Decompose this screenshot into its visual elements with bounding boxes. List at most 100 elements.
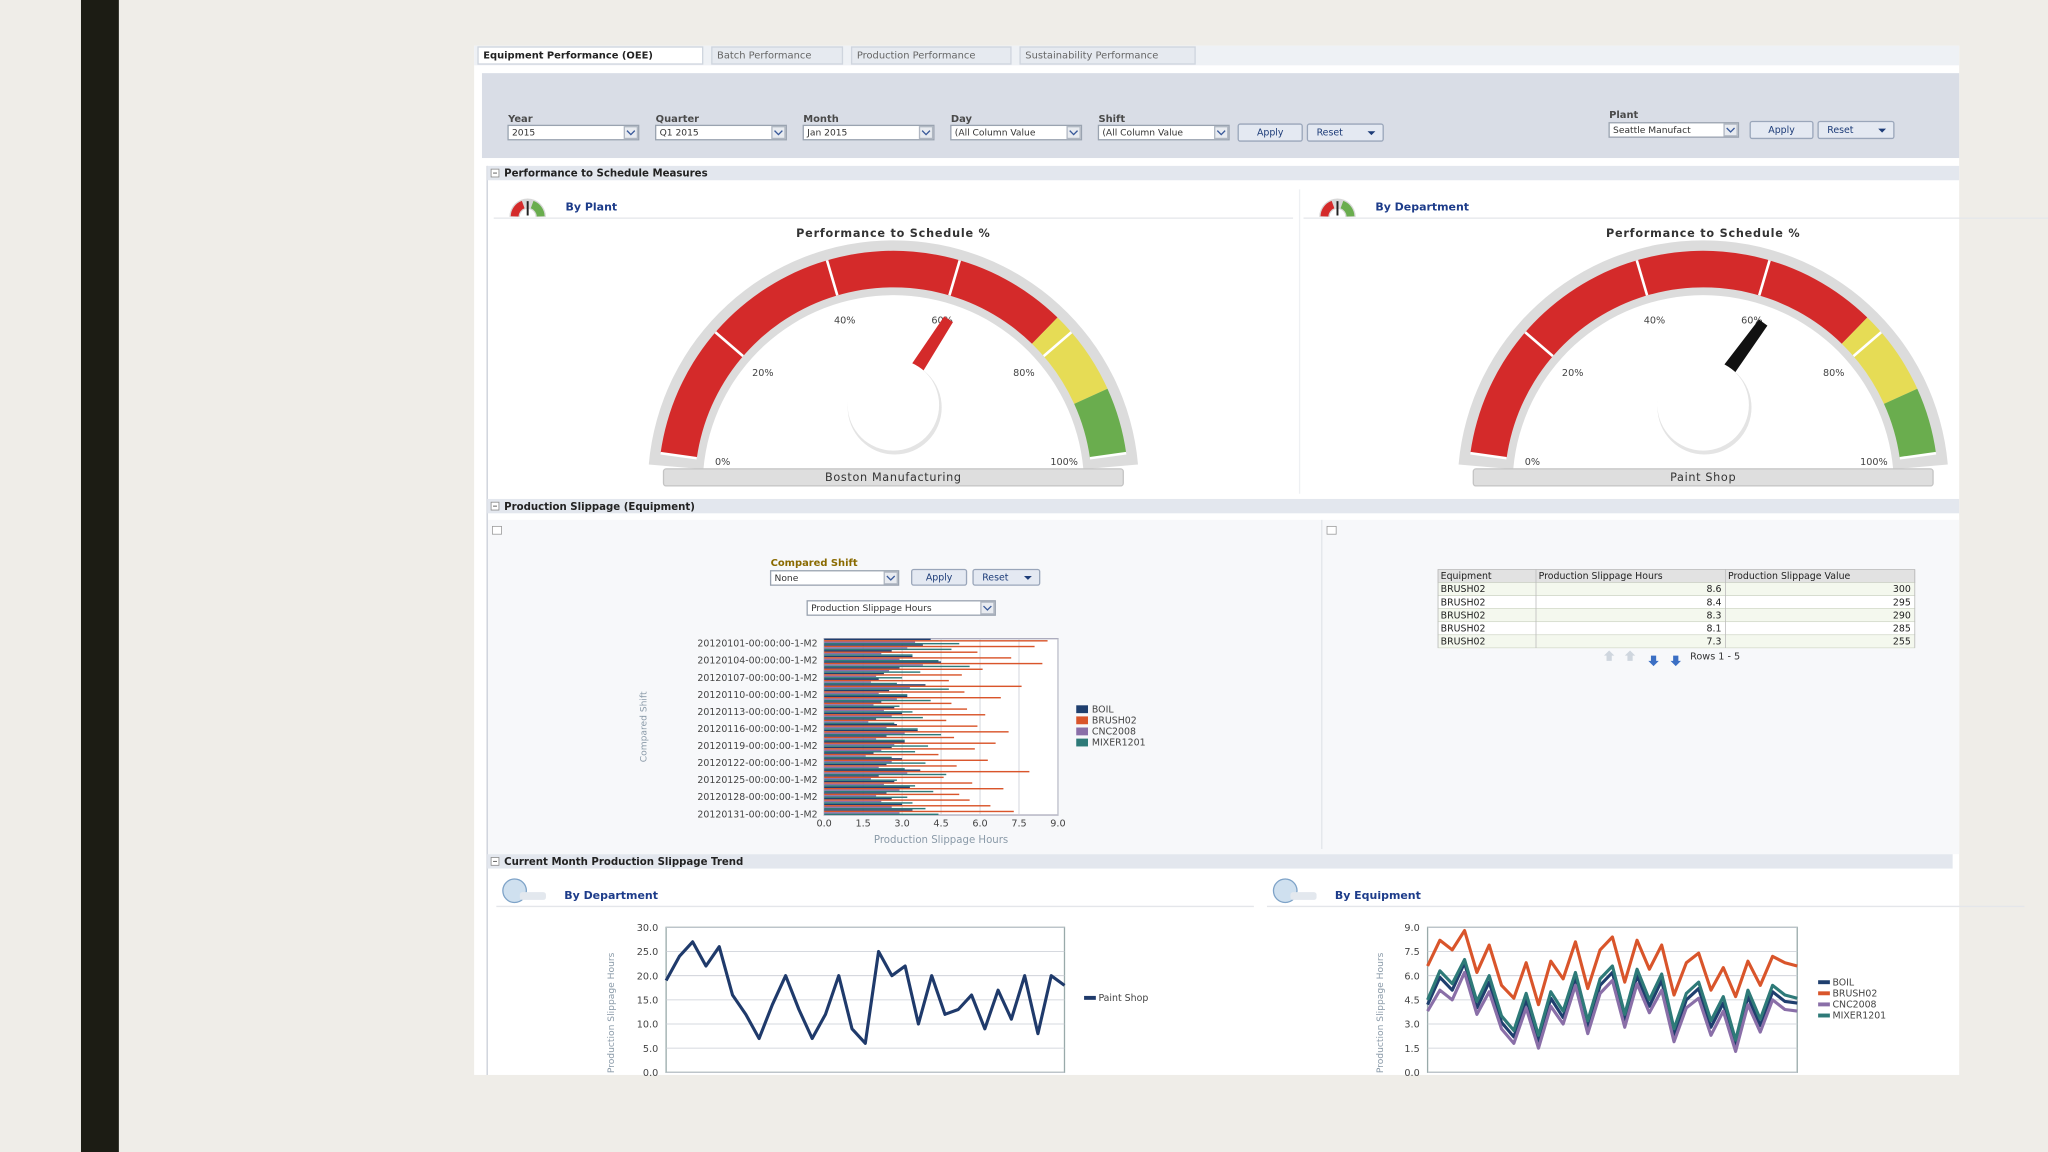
measure-select[interactable] [806,600,996,616]
gauge-tick-label: 0% [1525,457,1540,468]
filter-label: Day [951,114,973,125]
filter-select[interactable] [1097,124,1230,141]
bar [824,733,942,736]
bar [824,753,939,756]
bar [824,739,905,742]
filter-label: Quarter [656,114,699,125]
tab[interactable] [850,46,1012,65]
bar [824,812,900,814]
bar [824,698,897,700]
filter-select[interactable] [655,124,787,141]
bar [824,797,892,800]
section-title: Production Slippage (Equipment) [504,502,695,513]
y-tick-label: 20.0 [637,971,659,982]
gauge-label-bar [662,468,1124,487]
table-cell: BRUSH02 [1441,610,1486,621]
filter-select[interactable] [950,124,1083,141]
tab[interactable] [477,46,704,65]
x-tick-label: 7.5 [1011,819,1026,830]
y-tick-label: 20120101-00:00:00-1-M2 [697,639,817,650]
y-axis-title: Production Slippage Hours [607,952,617,1073]
bar [824,664,923,666]
x-tick-label: 6.0 [972,819,987,830]
bar [824,738,877,740]
y-tick-label: 15.0 [637,995,659,1006]
button[interactable] [911,568,968,586]
gauge-tick-label: 40% [1644,315,1665,326]
bar [824,708,968,710]
y-tick-label: 6.0 [1404,971,1419,982]
table-row [1437,634,1916,649]
bar [824,640,1048,642]
button-label[interactable]: Reset [1317,128,1344,139]
gauge-hub [1657,359,1749,451]
bar [824,775,879,777]
gauge-icon-green [530,200,545,217]
bar [824,687,910,689]
table-row [1437,621,1916,636]
gauge-tick [1899,451,1937,460]
tab-label[interactable]: Production Performance [857,51,976,62]
pager-arrow[interactable] [1648,655,1659,667]
button-caret [1024,576,1032,580]
bar [824,731,1009,733]
bar [824,699,931,702]
button-label[interactable]: Apply [1257,128,1284,139]
table-cell: 295 [1893,597,1911,608]
x-tick-label: 3.0 [894,819,909,830]
button[interactable] [1817,120,1895,140]
legend-swatch [1818,1002,1830,1007]
button[interactable] [972,568,1041,586]
dropdown-arrow-box [918,126,934,140]
legend-label: CNC2008 [1092,727,1136,738]
button[interactable] [1237,123,1303,142]
bar [824,789,900,791]
tab-label[interactable]: Batch Performance [717,51,811,62]
button-label[interactable]: Apply [926,572,953,583]
column-header: Production Slippage Value [1728,571,1851,582]
bar [824,689,890,692]
bar [824,652,882,655]
tab[interactable] [1019,46,1196,65]
tab-label[interactable]: Equipment Performance (OEE) [483,51,653,62]
tab-label[interactable]: Sustainability Performance [1025,51,1158,62]
y-tick-label: 20120131-00:00:00-1-M2 [697,809,817,820]
bar [824,780,895,783]
gauge-tick-label: 80% [1823,368,1844,379]
button-label[interactable]: Apply [1768,125,1795,136]
table-cell: BRUSH02 [1441,597,1486,608]
y-tick-label: 20120104-00:00:00-1-M2 [697,656,817,667]
column-header: Equipment [1441,571,1492,582]
filter-label: Plant [1609,110,1638,121]
bar [824,803,903,806]
bar [824,709,884,712]
bar [824,657,1012,659]
button[interactable] [1306,123,1384,142]
bar [824,751,916,753]
y-tick-label: 4.5 [1404,995,1419,1006]
bar [824,651,978,653]
bar [824,685,1022,688]
bar [824,668,983,670]
button[interactable] [1749,120,1814,140]
legend-swatch [1084,995,1096,1000]
dropdown-arrow [983,605,992,611]
legend-swatch [1076,727,1088,736]
tab[interactable] [711,46,844,65]
dropdown-arrow-box [1723,123,1738,137]
legend-label: BRUSH02 [1092,715,1137,726]
button-label[interactable]: Reset [1827,125,1854,136]
line-series [1426,957,1798,1042]
button-label[interactable]: Reset [982,572,1009,583]
filter-select[interactable] [507,124,640,141]
dropdown-arrow-box [1066,126,1081,140]
bar [824,800,882,803]
gauge-range [1470,250,1868,459]
filter-select[interactable] [1608,122,1740,138]
gauge-title: Performance to Schedule % [1606,227,1800,240]
legend-label: BOIL [1092,704,1114,715]
filter-select[interactable] [802,124,935,141]
y-tick-label: 20120110-00:00:00-1-M2 [697,690,817,701]
compared-shift-select[interactable] [769,570,900,586]
filter-select-value: Jan 2015 [806,129,847,139]
